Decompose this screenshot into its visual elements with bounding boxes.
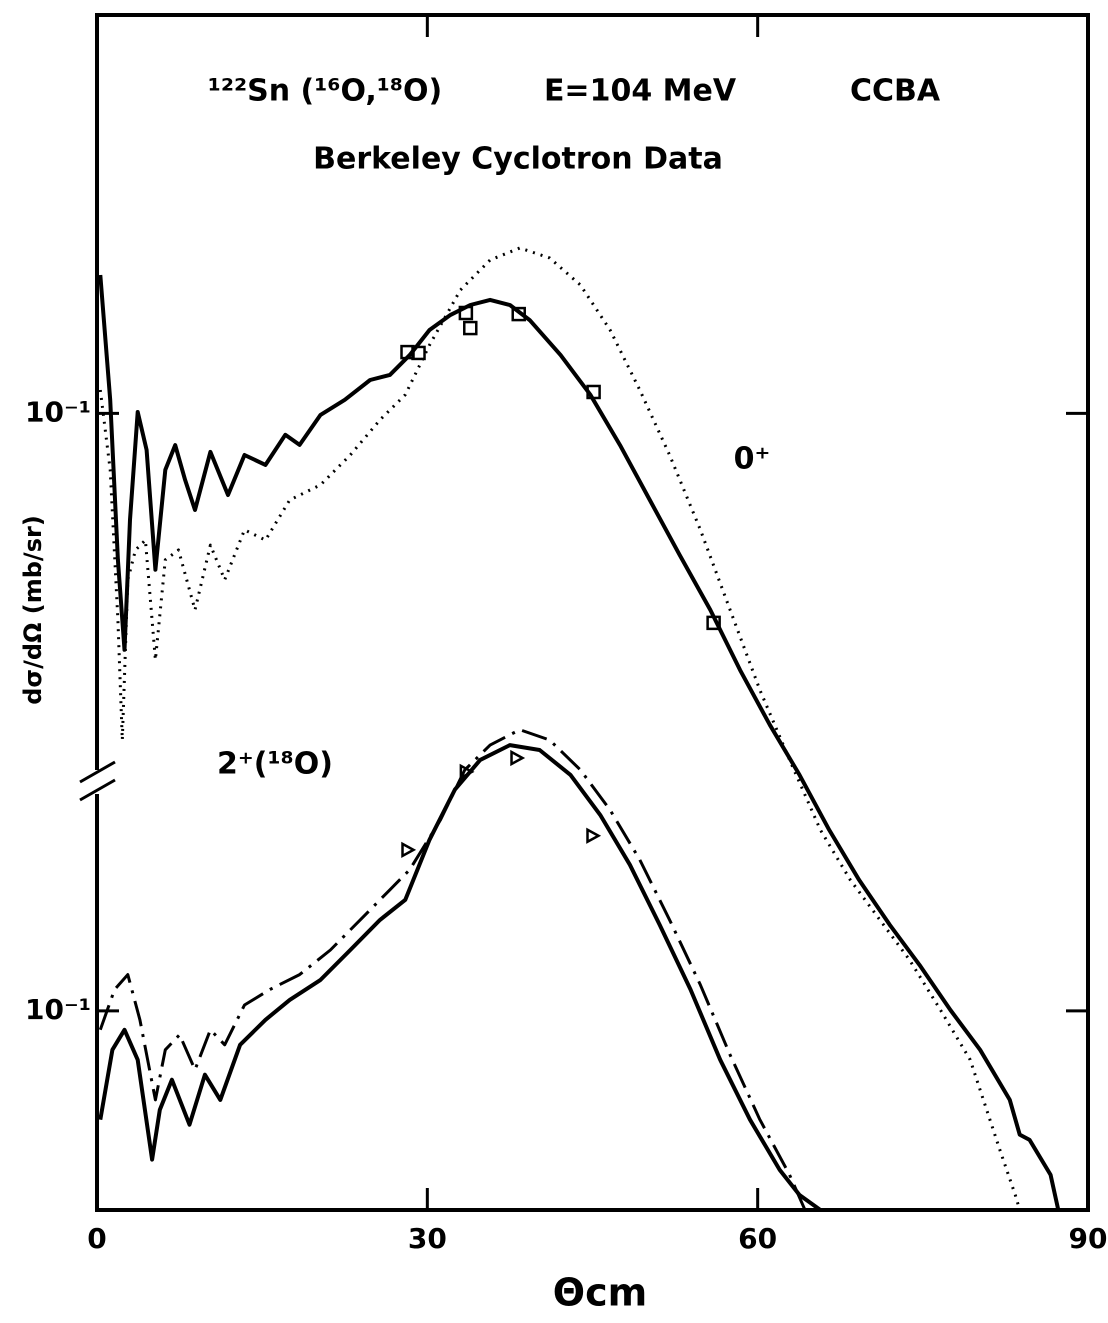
axis-break xyxy=(79,778,116,802)
data-point xyxy=(586,827,602,844)
data-point xyxy=(511,306,526,322)
data-point xyxy=(510,749,526,767)
data-point xyxy=(706,615,721,631)
y-tick-label: 10⁻¹ xyxy=(25,395,91,428)
data-point xyxy=(411,345,426,361)
data-point xyxy=(586,384,601,400)
method-label: CCBA xyxy=(850,74,941,109)
x-tick-label: 30 xyxy=(408,1222,447,1255)
data-line xyxy=(98,246,1022,1211)
x-tick-label: 90 xyxy=(1069,1222,1108,1255)
x-tick-label: 0 xyxy=(87,1222,106,1255)
annotation: 2⁺(¹⁸O) xyxy=(217,747,333,782)
x-axis-label: Θcm xyxy=(553,1271,647,1315)
x-tick-label: 60 xyxy=(738,1222,777,1255)
plot-frame xyxy=(95,13,1090,1212)
chart-title: ¹²²Sn (¹⁶O,¹⁸O) xyxy=(208,74,443,109)
axis-break xyxy=(79,760,116,784)
y-tick-label: 10⁻¹ xyxy=(25,993,91,1026)
data-line xyxy=(98,274,1061,1211)
annotation: 0⁺ xyxy=(734,442,771,477)
data-line xyxy=(98,728,807,1211)
chart-subtitle: Berkeley Cyclotron Data xyxy=(313,142,723,177)
data-line xyxy=(98,743,822,1212)
data-point xyxy=(459,763,475,780)
y-axis-label: dσ/dΩ (mb/sr) xyxy=(19,515,47,705)
data-point xyxy=(401,841,417,858)
energy-label: E=104 MeV xyxy=(544,74,737,109)
data-point xyxy=(458,305,474,321)
data-point xyxy=(463,320,478,336)
